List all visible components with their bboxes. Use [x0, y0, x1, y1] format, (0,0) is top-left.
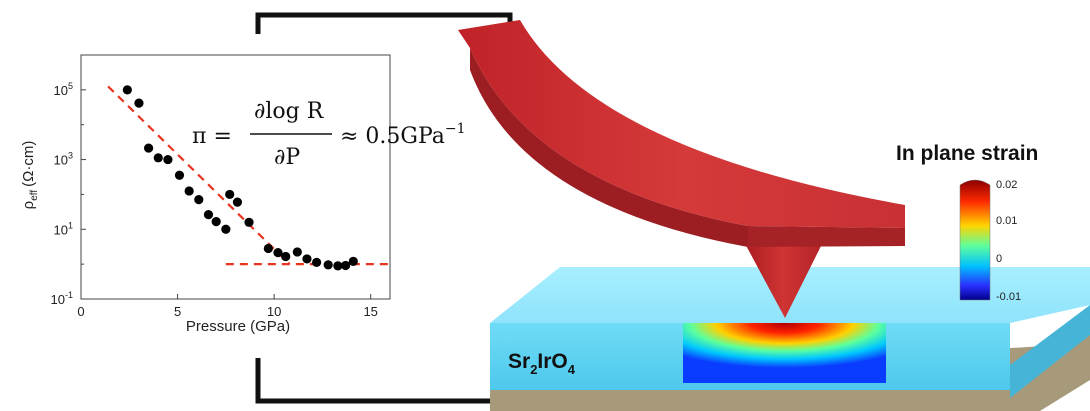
formula-denominator: ∂P — [274, 145, 300, 170]
resistivity-chart: 10-1 101 103 105 0 5 10 15 Pressure (GPa) ρeff… — [20, 54, 394, 335]
data-point — [323, 260, 333, 270]
data-point — [174, 170, 185, 180]
formula-lhs: π = — [192, 124, 232, 149]
data-point — [232, 197, 243, 207]
data-point — [302, 254, 312, 264]
x-tick-label: 10 — [267, 304, 281, 319]
x-axis-label: Pressure (GPa) — [186, 318, 290, 335]
strain-map — [683, 323, 886, 383]
data-point — [194, 195, 204, 205]
colorbar-title: In plane strain — [896, 142, 1038, 165]
data-point — [163, 154, 173, 165]
material-label: Sr2IrO4 — [508, 350, 576, 377]
y-tick-label: 101 — [54, 220, 73, 237]
data-point — [143, 143, 154, 153]
data-point — [153, 153, 163, 163]
x-ticks: 0 5 10 15 — [77, 294, 378, 319]
data-point — [122, 85, 132, 95]
x-tick-label: 0 — [77, 304, 84, 319]
data-point — [225, 189, 235, 200]
fit-lines — [107, 85, 394, 266]
data-point — [134, 98, 144, 108]
colorbar-tick-1: 0.01 — [996, 215, 1017, 227]
y-tick-label: 103 — [54, 151, 73, 168]
fit-line — [107, 85, 291, 265]
data-point — [221, 224, 231, 234]
data-point — [184, 186, 194, 196]
x-tick-label: 5 — [174, 304, 181, 319]
data-point — [244, 217, 254, 227]
colorbar-tick-2: 0 — [996, 253, 1002, 265]
plot-frame — [80, 54, 391, 300]
cantilever-tip — [742, 238, 825, 318]
data-point — [211, 217, 221, 227]
y-axis-label: ρeff(Ω·cm) — [20, 141, 40, 210]
formula: π = ∂log R ∂P ≈ 0.5GPa−1 — [192, 99, 466, 170]
data-point — [281, 251, 291, 262]
y-ticks: 10-1 101 103 105 — [51, 54, 86, 307]
cantilever-arm-top — [458, 20, 905, 228]
afm-cantilever — [458, 20, 905, 318]
data-point — [312, 257, 322, 267]
data-point — [273, 248, 283, 258]
data-points — [122, 85, 358, 271]
data-point — [263, 243, 273, 254]
colorbar-box — [959, 179, 991, 301]
cantilever-arm-side — [470, 48, 748, 247]
data-point — [340, 260, 351, 271]
bracket-bottom — [255, 358, 500, 404]
strain-colorbar: In plane strain 0.02 0.01 0 -0.01 — [896, 142, 1038, 303]
colorbar-tick-0: 0.02 — [996, 179, 1017, 191]
data-point — [333, 261, 343, 271]
data-point — [203, 210, 214, 220]
formula-numerator: ∂log R — [254, 99, 325, 124]
y-tick-label: 105 — [54, 81, 73, 98]
data-point — [292, 247, 302, 257]
y-tick-label: 10-1 — [51, 290, 73, 307]
substrate-side — [1010, 305, 1090, 398]
x-tick-label: 15 — [363, 304, 377, 319]
cantilever-arm-underside — [748, 226, 905, 247]
formula-rhs: ≈ 0.5GPa−1 — [340, 121, 466, 149]
substrate: Sr2IrO4 — [490, 267, 1090, 411]
colorbar-tick-3: -0.01 — [996, 291, 1021, 303]
data-point — [348, 256, 358, 266]
